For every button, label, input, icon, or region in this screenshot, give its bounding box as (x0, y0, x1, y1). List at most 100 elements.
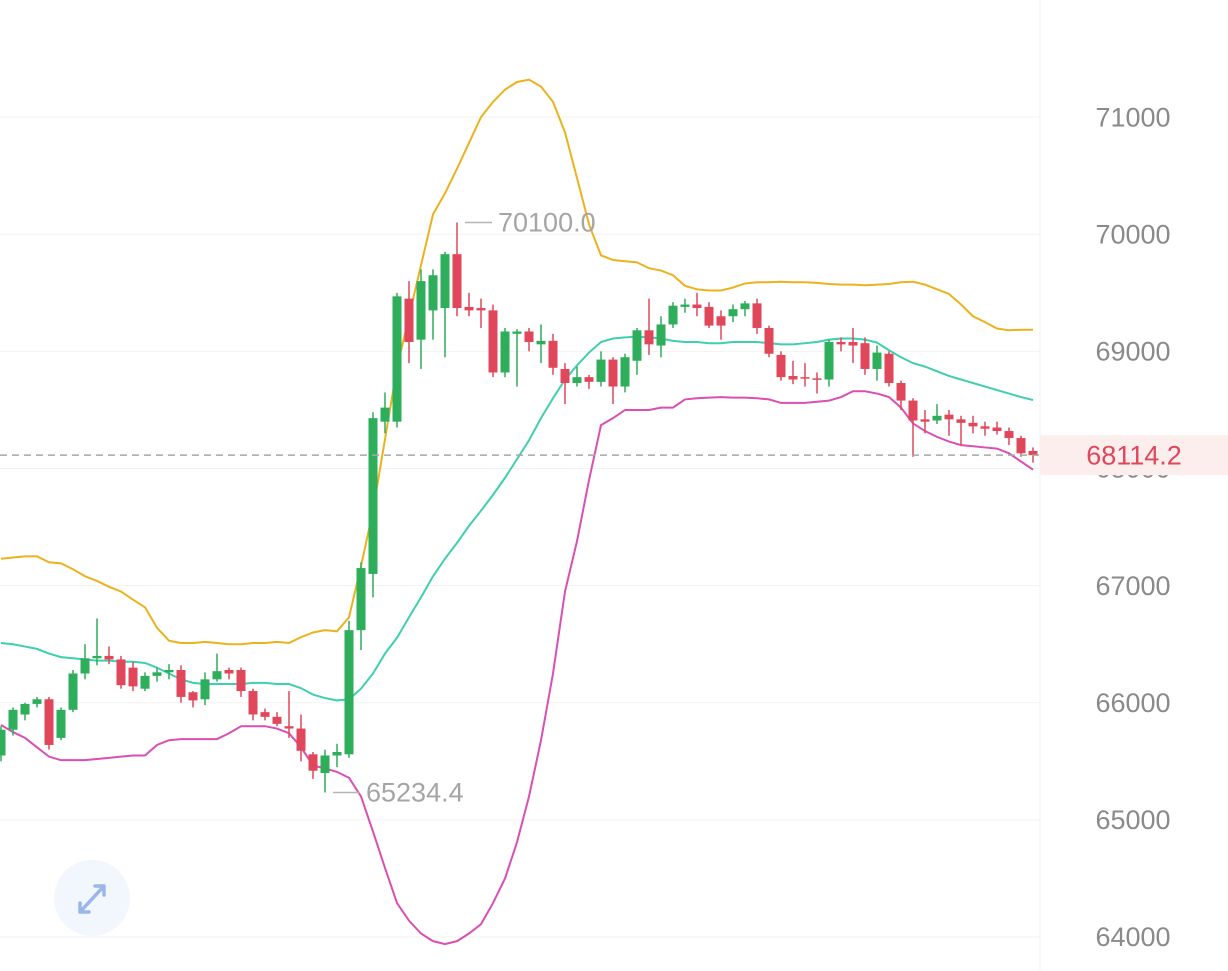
candle-body (872, 352, 882, 369)
candle-body (764, 327, 774, 354)
y-tick-label: 64000 (1095, 922, 1170, 952)
candle-body (344, 630, 354, 755)
last-price-label: 68114.2 (1086, 440, 1182, 470)
candle-body (536, 340, 546, 345)
band-line (0, 390, 1034, 946)
expand-button[interactable] (54, 860, 130, 936)
candle-body (296, 728, 306, 751)
candle-body (752, 303, 762, 328)
candle-body (1028, 450, 1038, 456)
candle-body (776, 354, 786, 378)
candle-body (920, 419, 930, 422)
candle-body (896, 383, 906, 401)
candle-body (680, 304, 690, 307)
candle-body (560, 368, 570, 384)
candle-body (440, 254, 450, 309)
annotation-label: 70100.0 (498, 208, 596, 238)
candle-body (668, 305, 678, 325)
candle-body (20, 703, 30, 715)
last-price-box (1040, 435, 1228, 476)
candle-body (512, 331, 522, 334)
candle-body (476, 308, 486, 311)
candle-body (8, 709, 18, 730)
candle-body (908, 400, 918, 421)
candle-body (236, 669, 246, 692)
candle-body (524, 331, 534, 343)
candle-body (620, 357, 630, 387)
candle-body (92, 655, 102, 659)
candle-body (884, 353, 894, 384)
y-tick-label: 67000 (1095, 571, 1170, 601)
candle-body (500, 331, 510, 373)
candle-body (152, 672, 162, 676)
candle-body (248, 691, 258, 715)
candle-body (368, 418, 378, 574)
candle-body (392, 296, 402, 422)
candle-body (848, 342, 858, 346)
candle-body (212, 671, 222, 680)
candle-body (104, 655, 114, 660)
candle-body (836, 342, 846, 345)
y-tick-label: 69000 (1095, 337, 1170, 367)
labels: 6400065000660006700068000690007000071000… (0, 102, 1228, 952)
candle-body (332, 751, 342, 756)
candle-body (320, 755, 330, 774)
candle-body (32, 699, 42, 704)
candle-body (716, 316, 726, 326)
candle-body (164, 669, 174, 673)
candle-body (284, 726, 294, 729)
candle-body (260, 712, 270, 717)
candle-body (416, 281, 426, 340)
candle-body (644, 330, 654, 345)
candles (0, 222, 1038, 793)
candle-body (548, 340, 558, 368)
candle-body (968, 422, 978, 427)
candle-body (1004, 431, 1014, 439)
candle-body (608, 359, 618, 387)
y-tick-label: 70000 (1095, 219, 1170, 249)
candle-body (0, 729, 6, 756)
candle-body (380, 407, 390, 422)
annotation-label: 65234.4 (366, 778, 464, 808)
y-tick-label: 71000 (1095, 102, 1170, 132)
candle-body (356, 568, 366, 631)
candle-body (572, 377, 582, 384)
candle-body (932, 415, 942, 421)
candle-body (200, 679, 210, 700)
candle-body (224, 669, 234, 674)
candle-body (740, 303, 750, 310)
candle-body (176, 669, 186, 697)
band-line (0, 335, 1034, 702)
candle-body (596, 359, 606, 382)
candle-body (428, 275, 438, 311)
candle-body (404, 298, 414, 343)
candle-body (824, 342, 834, 380)
candle-body (128, 667, 138, 687)
candle-body (980, 426, 990, 429)
candle-body (1016, 438, 1026, 454)
candle-body (56, 709, 66, 738)
bands (0, 78, 1034, 946)
candle-body (116, 659, 126, 686)
candle-body (944, 414, 954, 420)
y-tick-label: 66000 (1095, 688, 1170, 718)
candle-body (992, 427, 1002, 432)
candle-body (860, 343, 870, 369)
candle-body (728, 309, 738, 317)
candle-body (632, 330, 642, 361)
candle-body (812, 378, 822, 380)
band-line (0, 78, 1033, 646)
candle-body (452, 254, 462, 309)
candle-body (800, 377, 810, 379)
candle-body (656, 324, 666, 346)
candle-body (44, 699, 54, 745)
candle-body (584, 377, 594, 382)
candle-body (956, 419, 966, 423)
candle-body (788, 375, 798, 380)
candle-body (188, 692, 198, 701)
candle-body (140, 675, 150, 689)
candle-body (68, 673, 78, 710)
candle-body (704, 306, 714, 326)
